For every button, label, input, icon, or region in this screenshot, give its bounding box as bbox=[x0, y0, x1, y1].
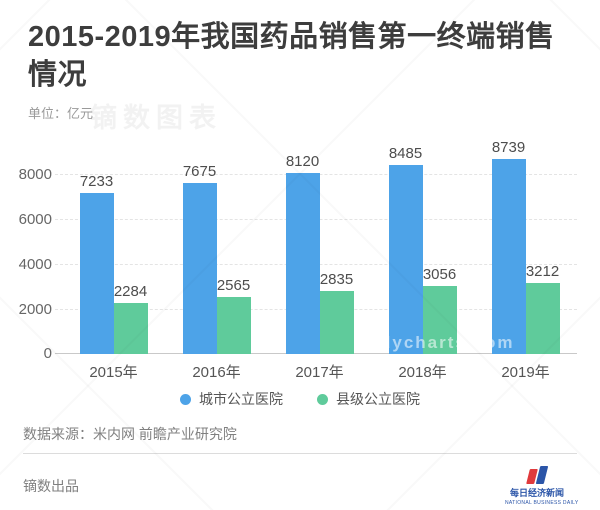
value-label: 7233 bbox=[79, 172, 114, 190]
value-label: 2835 bbox=[319, 270, 354, 288]
bar-series2-2016年 bbox=[216, 296, 251, 355]
bar-series2-2017年 bbox=[319, 290, 354, 355]
produced-by: 镝数出品 bbox=[23, 478, 79, 495]
y-tick-label: 2000 bbox=[18, 300, 52, 318]
legend-dot-icon bbox=[180, 393, 191, 405]
brand-logo-cn: 每日经济新闻 bbox=[509, 488, 564, 499]
chart-header: 2015-2019年我国药品销售第一终端销售情况 单位：亿元 镝数图表 bbox=[0, 0, 600, 133]
bar-series1-2018年 bbox=[388, 164, 423, 355]
footer-row: 镝数出品 每日经济新闻 NATIONAL BUSINESS DAILY bbox=[23, 466, 579, 507]
footer: 数据来源：米内网 前瞻产业研究院 镝数出品 每日经济新闻 NATIONAL BU… bbox=[0, 424, 600, 506]
brand-logo: 每日经济新闻 NATIONAL BUSINESS DAILY bbox=[505, 466, 579, 507]
legend-label: 城市公立医院 bbox=[199, 391, 283, 408]
y-tick-label: 8000 bbox=[18, 166, 52, 184]
value-label: 8485 bbox=[388, 144, 423, 162]
value-label: 3056 bbox=[422, 266, 457, 283]
y-tick-label: 4000 bbox=[18, 255, 52, 273]
x-tick-label: 2019年 bbox=[501, 364, 550, 382]
bar-series2-2018年 bbox=[422, 286, 457, 355]
x-tick-label: 2015年 bbox=[89, 364, 138, 382]
chart-watermark: dycharts.com bbox=[380, 333, 515, 353]
y-tick-label: 0 bbox=[43, 345, 52, 363]
x-tick-label: 2018年 bbox=[398, 364, 447, 382]
legend-item: 城市公立医院 bbox=[180, 389, 283, 409]
legend-item: 县级公立医院 bbox=[317, 389, 420, 409]
bar-series1-2016年 bbox=[182, 182, 217, 355]
value-label: 3212 bbox=[525, 262, 560, 280]
value-label: 8739 bbox=[491, 138, 526, 156]
legend: 城市公立医院 县级公立医院 bbox=[0, 389, 600, 409]
value-label: 2284 bbox=[113, 283, 148, 301]
divider bbox=[23, 453, 577, 455]
x-tick-label: 2017年 bbox=[295, 364, 344, 382]
value-label: 8120 bbox=[285, 152, 320, 170]
bar-series1-2015年 bbox=[79, 192, 114, 355]
y-tick-label: 6000 bbox=[18, 211, 52, 229]
value-label: 7675 bbox=[182, 162, 217, 180]
bar-series1-2019年 bbox=[491, 158, 526, 355]
data-source: 数据来源：米内网 前瞻产业研究院 bbox=[23, 426, 237, 443]
brand-logo-en: NATIONAL BUSINESS DAILY bbox=[505, 500, 579, 507]
page-title: 2015-2019年我国药品销售第一终端销售情况 bbox=[28, 21, 555, 91]
value-label: 2565 bbox=[216, 276, 251, 294]
bar-series2-2019年 bbox=[525, 282, 560, 355]
legend-dot-icon bbox=[317, 393, 328, 405]
unit-label: 单位：亿元 bbox=[28, 106, 94, 122]
bar-chart: 0 2000 4000 6000 8000 dycharts.com 7233 2284 7… bbox=[0, 131, 600, 383]
bar-series2-2015年 bbox=[113, 303, 148, 355]
brand-logo-icon bbox=[522, 466, 552, 485]
legend-label: 县级公立医院 bbox=[336, 391, 420, 408]
plot-area: dycharts.com 7233 2284 7675 2565 8120 2835 848… bbox=[55, 139, 577, 355]
x-tick-label: 2016年 bbox=[192, 364, 241, 382]
x-axis-labels: 2015年 2016年 2017年 2018年 2019年 bbox=[62, 361, 577, 381]
bar-series1-2017年 bbox=[285, 172, 320, 355]
